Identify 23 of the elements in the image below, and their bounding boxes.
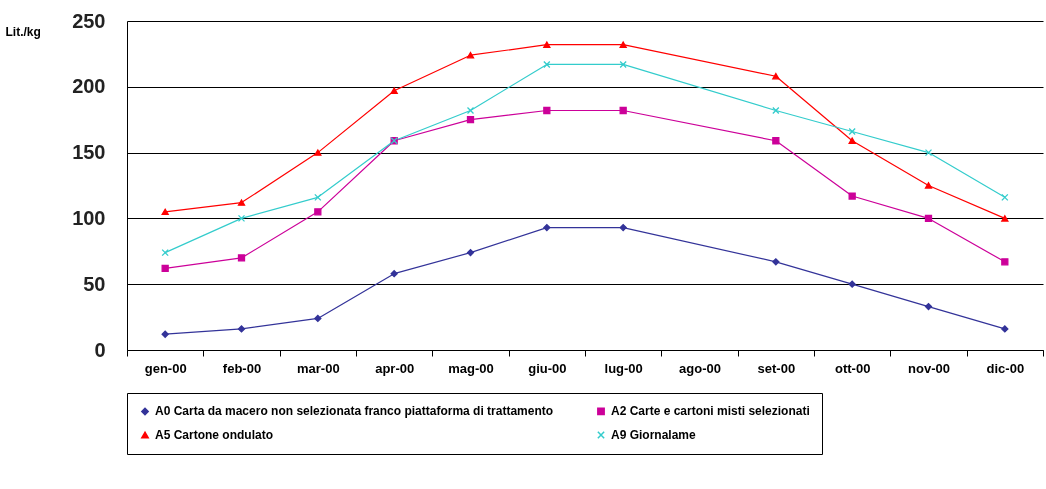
y-tick-label: 50 <box>83 272 106 295</box>
x-tick-label: feb-00 <box>222 360 262 376</box>
x-tick-label: apr-00 <box>375 360 415 376</box>
y-tick-label: 200 <box>72 75 106 98</box>
y-tick-label: 0 <box>94 338 106 361</box>
legend-label: A5 Cartone ondulato <box>155 428 274 442</box>
x-tick-label: nov-00 <box>908 360 950 376</box>
x-tick-label: lug-00 <box>604 360 643 376</box>
x-tick-label: set-00 <box>757 360 796 376</box>
y-axis-title: Lit./kg <box>5 24 41 39</box>
legend-label: A9 Giornalame <box>611 428 697 442</box>
x-tick-label: mar-00 <box>297 360 340 376</box>
y-tick-label: 250 <box>72 9 106 32</box>
y-tick-label: 100 <box>72 206 106 229</box>
legend-label: A2 Carte e cartoni misti selezionati <box>611 404 810 419</box>
legend-label: A0 Carta da macero non selezionata franco piattaforma di trattamento <box>155 404 554 419</box>
x-tick-label: giu-00 <box>528 360 567 376</box>
x-tick-label: ott-00 <box>834 360 871 376</box>
y-tick-label: 150 <box>72 141 106 164</box>
x-tick-label: mag-00 <box>448 360 494 376</box>
x-tick-label: dic-00 <box>986 360 1025 376</box>
x-tick-label: gen-00 <box>144 360 187 376</box>
x-tick-label: ago-00 <box>679 360 721 376</box>
